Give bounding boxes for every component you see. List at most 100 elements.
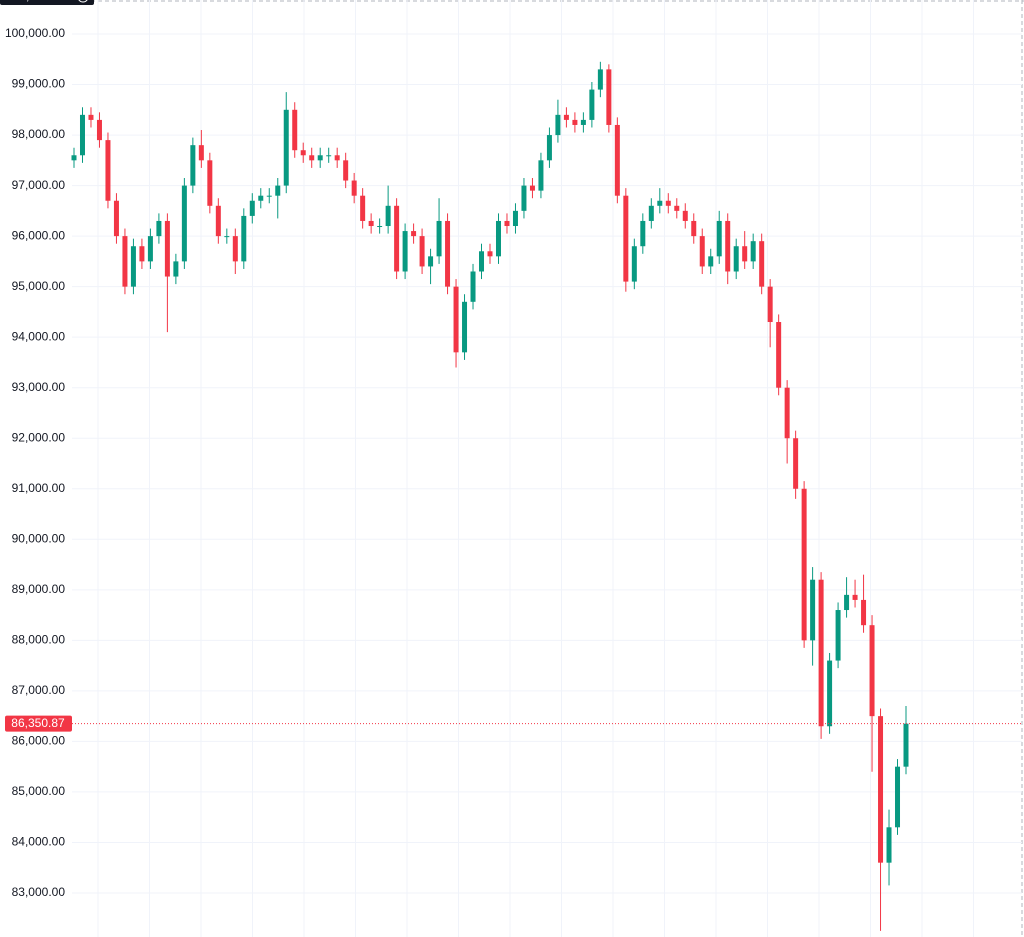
candle-body: [207, 160, 213, 206]
candle-body: [173, 261, 179, 277]
y-tick-label: 97,000.00: [12, 178, 66, 192]
candle-body: [385, 205, 391, 227]
crosshair-icon: [78, 0, 88, 3]
candle-body: [827, 660, 833, 727]
candle-body: [224, 236, 230, 238]
candle-body: [504, 220, 510, 227]
candle-body: [597, 69, 603, 90]
candle-body: [147, 236, 153, 262]
y-tick-label: 93,000.00: [12, 380, 66, 394]
candle-body: [512, 210, 518, 227]
y-tick-label: 100,000.00: [5, 26, 65, 40]
candle-body: [317, 155, 323, 161]
candle-body: [572, 119, 578, 125]
candle-body: [614, 124, 620, 196]
candle-body: [292, 109, 298, 151]
candle-body: [555, 114, 561, 136]
candle-body: [657, 200, 663, 206]
candle-body: [79, 114, 85, 156]
candle-body: [793, 438, 799, 489]
candle-body: [470, 271, 476, 302]
y-tick-label: 91,000.00: [12, 481, 66, 495]
candle-body: [665, 200, 671, 206]
candle-body: [818, 579, 824, 727]
candle-body: [810, 579, 816, 641]
candle-body: [258, 195, 264, 201]
candle-body: [249, 200, 255, 216]
candle-body: [156, 220, 162, 237]
crosshair-box: [0, 0, 94, 6]
candle-body: [869, 625, 875, 717]
candle-body: [903, 723, 909, 767]
candle-body: [589, 89, 595, 120]
candle-body: [674, 205, 680, 211]
y-tick-label: 86,000.00: [12, 734, 66, 748]
y-tick-label: 92,000.00: [12, 430, 66, 444]
candle-body: [725, 220, 731, 272]
y-tick-label: 94,000.00: [12, 329, 66, 343]
candle-body: [215, 205, 221, 237]
candle-body: [750, 241, 756, 262]
y-tick-label: 83,000.00: [12, 885, 66, 899]
candle-body: [835, 610, 841, 661]
candle-body: [326, 155, 332, 157]
candle-body: [462, 301, 468, 353]
candle-body: [71, 155, 77, 161]
candle-body: [181, 185, 187, 262]
y-tick-label: 88,000.00: [12, 633, 66, 647]
candle-body: [343, 160, 349, 181]
last-price-label: 86,350.87: [11, 716, 65, 730]
candle-body: [521, 185, 527, 211]
candle-body: [767, 286, 773, 323]
candle-body: [428, 256, 434, 267]
candle-body: [190, 145, 196, 186]
candle-body: [563, 114, 569, 120]
candle-body: [368, 220, 374, 227]
candle-body: [360, 195, 366, 221]
candle-body: [716, 220, 722, 257]
candle-body: [546, 135, 552, 161]
y-tick-label: 90,000.00: [12, 531, 66, 545]
candle-body: [895, 766, 901, 828]
y-tick-label: 85,000.00: [12, 784, 66, 798]
candle-body: [198, 145, 204, 161]
candle-body: [759, 241, 765, 287]
candle-body: [784, 387, 790, 439]
candle-body: [377, 226, 383, 228]
candle-body: [96, 119, 102, 141]
candle-body: [334, 155, 340, 161]
candle-body: [886, 827, 892, 863]
candle-body: [733, 246, 739, 272]
candle-body: [691, 220, 697, 237]
candle-body: [139, 246, 145, 262]
candle-body: [606, 69, 612, 125]
candle-body: [487, 251, 493, 257]
candle-body: [580, 119, 586, 125]
candle-body: [164, 220, 170, 277]
candle-body: [538, 160, 544, 191]
candle-body: [852, 594, 858, 600]
y-tick-label: 84,000.00: [12, 835, 66, 849]
candle-body: [648, 205, 654, 221]
y-tick-label: 98,000.00: [12, 127, 66, 141]
candle-body: [105, 140, 111, 201]
candle-body: [742, 246, 748, 262]
candle-body: [453, 286, 459, 353]
candle-body: [436, 220, 442, 257]
candle-body: [411, 231, 417, 237]
candle-body: [631, 246, 637, 282]
candle-body: [266, 195, 272, 197]
candle-body: [708, 256, 714, 267]
candle-body: [529, 185, 535, 191]
candle-body: [699, 236, 705, 267]
y-tick-label: 87,000.00: [12, 683, 66, 697]
y-tick-label: 89,000.00: [12, 582, 66, 596]
candle-body: [275, 185, 281, 196]
candle-body: [309, 155, 315, 161]
candle-body: [861, 599, 867, 626]
y-tick-label: 99,000.00: [12, 77, 66, 91]
candle-body: [232, 236, 238, 262]
crosshair-label: 100,692.50: [6, 0, 66, 3]
candle-body: [88, 114, 94, 120]
